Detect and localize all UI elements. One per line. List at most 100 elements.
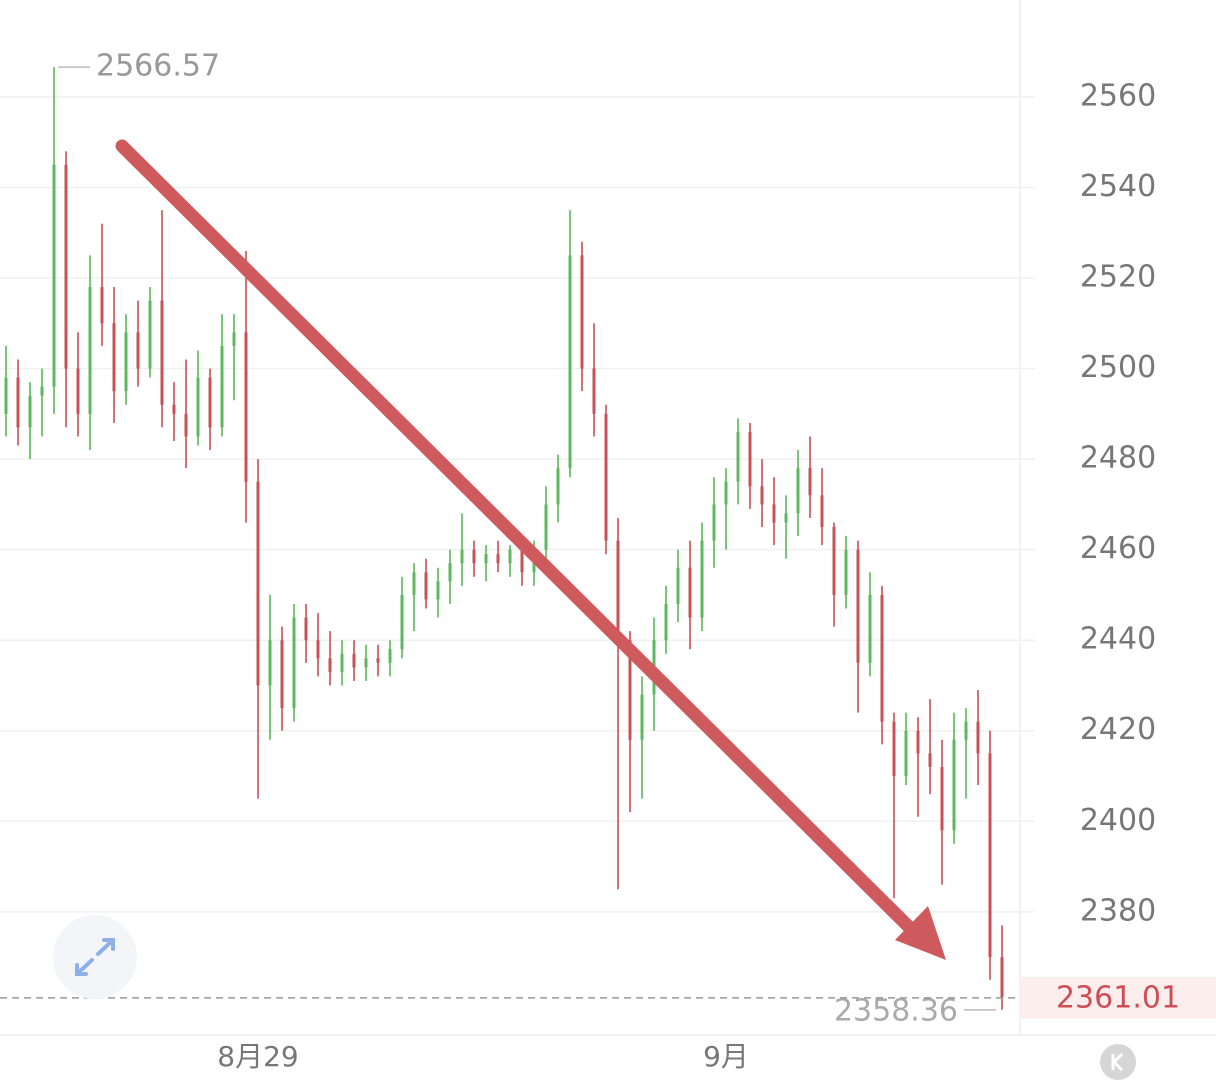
candle-body [244, 332, 248, 482]
candle-body [16, 377, 20, 428]
candle-body [868, 594, 872, 663]
candle-body [76, 368, 80, 414]
candle-body [40, 386, 44, 396]
candle-body [364, 658, 368, 668]
candle-body [340, 653, 344, 672]
y-tick-label: 2460 [1080, 531, 1156, 566]
candle-body [52, 164, 56, 387]
candle-body [856, 549, 860, 663]
y-tick-label: 2380 [1080, 893, 1156, 928]
candle-body [88, 287, 92, 414]
candle-body [520, 549, 524, 573]
y-tick-label: 2560 [1080, 78, 1156, 113]
candle-body [904, 730, 908, 777]
x-tick-label: 9月 [703, 1040, 749, 1073]
candle-body [496, 554, 500, 564]
candle-body [172, 404, 176, 414]
arrow-head [895, 906, 946, 960]
candle-body [148, 300, 152, 369]
candle-body [796, 468, 800, 514]
kline-button[interactable] [1100, 1044, 1136, 1080]
candle-body [460, 549, 464, 564]
candle-body [472, 549, 476, 564]
candle-body [352, 653, 356, 668]
candle-body [820, 495, 824, 528]
overlay: 2566.57 2358.36 2361.01 [0, 49, 1216, 1028]
expand-icon[interactable] [75, 938, 115, 976]
x-tick-label: 8月29 [217, 1040, 298, 1073]
candle-body [724, 481, 728, 505]
candle-body [844, 549, 848, 595]
candle-body [388, 649, 392, 663]
candle-body [772, 504, 776, 523]
candle-body [4, 377, 8, 414]
candle-body [892, 721, 896, 777]
candle-body [484, 554, 488, 564]
y-tick-label: 2440 [1080, 622, 1156, 657]
y-tick-label: 2540 [1080, 169, 1156, 204]
candle-body [424, 572, 428, 600]
candle-body [100, 287, 104, 324]
candle-body [784, 513, 788, 523]
min-label: 2358.36 [834, 993, 958, 1028]
candle-body [328, 658, 332, 672]
candle-body [880, 594, 884, 722]
candle-body [376, 658, 380, 663]
candle-body [940, 766, 944, 831]
arrow-shaft [115, 139, 919, 937]
candles [4, 67, 1004, 1010]
candle-body [508, 549, 512, 564]
candle-body [160, 300, 164, 405]
candle-body [316, 640, 320, 659]
candle-body [736, 431, 740, 482]
candle-body [544, 504, 548, 550]
candle-body [124, 332, 128, 392]
candle-body [760, 486, 764, 505]
candle-body [928, 753, 932, 767]
max-label: 2566.57 [96, 49, 220, 84]
candle-body [220, 345, 224, 428]
candle-body [952, 739, 956, 831]
candle-body [640, 694, 644, 740]
price-label: 2361.01 [1056, 980, 1180, 1015]
candle-body [580, 255, 584, 369]
candle-body [688, 567, 692, 618]
candle-body [448, 563, 452, 582]
candle-body [184, 413, 188, 437]
candle-body [616, 540, 620, 641]
expand-button-bg[interactable] [53, 915, 137, 999]
candle-body [964, 721, 968, 740]
candle-body [292, 617, 296, 709]
candle-body [712, 504, 716, 541]
y-tick-label: 2500 [1080, 350, 1156, 385]
candle-body [112, 323, 116, 392]
kline-icon[interactable] [1111, 1052, 1124, 1072]
candle-body [1000, 957, 1004, 998]
trend-arrow [115, 139, 946, 960]
candle-body [748, 431, 752, 487]
candle-body [136, 332, 140, 369]
candle-body [664, 603, 668, 641]
y-tick-label: 2400 [1080, 803, 1156, 838]
candle-body [232, 332, 236, 346]
expand-button[interactable] [53, 915, 137, 999]
candle-body [700, 540, 704, 618]
candle-body [412, 572, 416, 595]
candle-body [988, 753, 992, 958]
candle-body [976, 721, 980, 754]
candle-body [208, 377, 212, 428]
candle-body [196, 377, 200, 437]
candle-body [400, 594, 404, 650]
grid: 2380 2400 2420 2440 2460 2480 2500 2520 2540 2560… [0, 78, 1156, 1073]
candle-body [268, 640, 272, 686]
price-box [1020, 976, 1216, 1019]
y-tick-label: 2520 [1080, 259, 1156, 294]
candle-body [916, 730, 920, 754]
candle-body [604, 413, 608, 541]
candle-body [28, 395, 32, 428]
candle-body [280, 640, 284, 709]
kline-button-bg[interactable] [1100, 1044, 1136, 1080]
candle-body [832, 527, 836, 595]
